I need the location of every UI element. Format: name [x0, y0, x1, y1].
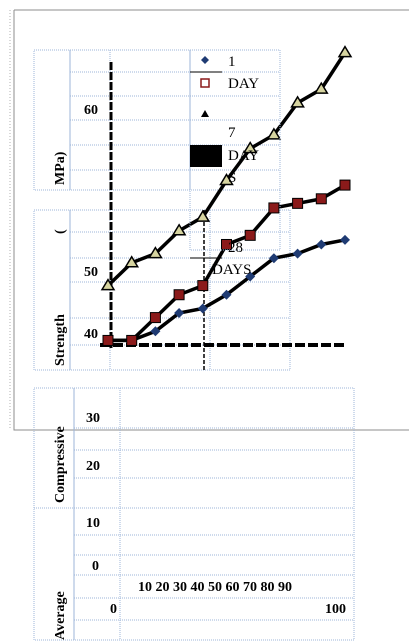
- point-7-days-0: [102, 334, 114, 346]
- point-1-day-30: [174, 308, 185, 319]
- point-1-day-20: [150, 326, 161, 337]
- legend-text-day-1: DAY: [228, 76, 259, 92]
- point-1-day-40: [197, 303, 208, 314]
- legend-marker-28day: [201, 110, 209, 117]
- legend-marker-7day: [200, 78, 210, 88]
- point-7-days-40: [197, 280, 209, 292]
- legend-marker-1day: [201, 56, 209, 64]
- point-7-days-30: [173, 289, 185, 301]
- point-28-days-100: [337, 45, 353, 58]
- point-1-day-90: [316, 239, 327, 250]
- point-28-days-80: [290, 95, 305, 108]
- point-28-days-10: [124, 255, 140, 268]
- point-1-day-50: [221, 289, 232, 300]
- y-tick-0: 0: [92, 559, 99, 574]
- point-28-days-70: [266, 127, 282, 140]
- point-28-days-40: [195, 209, 211, 222]
- legend-text-days: DAYS: [212, 262, 251, 278]
- point-7-days-60: [244, 229, 256, 241]
- y-tick-10: 10: [86, 516, 100, 531]
- y-tick-40: 40: [84, 327, 98, 342]
- point-28-days-30: [171, 223, 187, 236]
- y-tick-50: 50: [84, 265, 98, 280]
- y-axis-title-compressive: Compressive: [53, 426, 68, 503]
- chart-frame: [13, 9, 409, 431]
- point-7-days-100: [339, 179, 351, 191]
- legend-swatch-7days: [190, 145, 222, 167]
- legend-text-s: S: [228, 170, 236, 186]
- point-7-days-90: [315, 193, 327, 205]
- legend-text-1: 1: [228, 54, 236, 70]
- point-7-days-80: [292, 197, 304, 209]
- legend-text-7: 7: [228, 125, 236, 141]
- point-28-days-60: [242, 141, 258, 154]
- y-tick-60: 60: [84, 103, 98, 118]
- y-axis-title-strength: Strength: [53, 314, 68, 366]
- x-tick-0: 0: [110, 602, 117, 617]
- point-1-day-100: [340, 234, 350, 245]
- point-28-days-50: [219, 173, 234, 186]
- legend-text-28: 28: [228, 240, 243, 256]
- point-7-days-50: [221, 238, 232, 250]
- point-1-day-70: [268, 253, 279, 264]
- point-28-days-0: [100, 278, 116, 291]
- y-tick-20: 20: [86, 459, 100, 474]
- y-axis-title-average: Average: [53, 591, 68, 640]
- legend-text-day-2: DAY: [228, 148, 259, 164]
- legend: 1 DAY 7 DAY S 28 DAYS: [189, 49, 281, 278]
- y-axis-title-paren: (: [53, 229, 68, 234]
- point-28-days-20: [148, 246, 163, 259]
- series-layer: [100, 45, 353, 346]
- point-28-days-90: [313, 81, 329, 94]
- x-tick-100: 100: [325, 602, 346, 617]
- point-1-day-80: [292, 248, 303, 259]
- y-axis-title-mpa: MPa): [53, 151, 68, 185]
- point-1-day-60: [245, 271, 256, 282]
- point-7-days-10: [126, 334, 138, 346]
- point-7-days-20: [149, 312, 161, 324]
- x-tick-labels-row: 10 20 30 40 50 60 70 80 90: [138, 580, 292, 595]
- y-tick-30: 30: [86, 411, 100, 426]
- point-7-days-70: [268, 202, 280, 214]
